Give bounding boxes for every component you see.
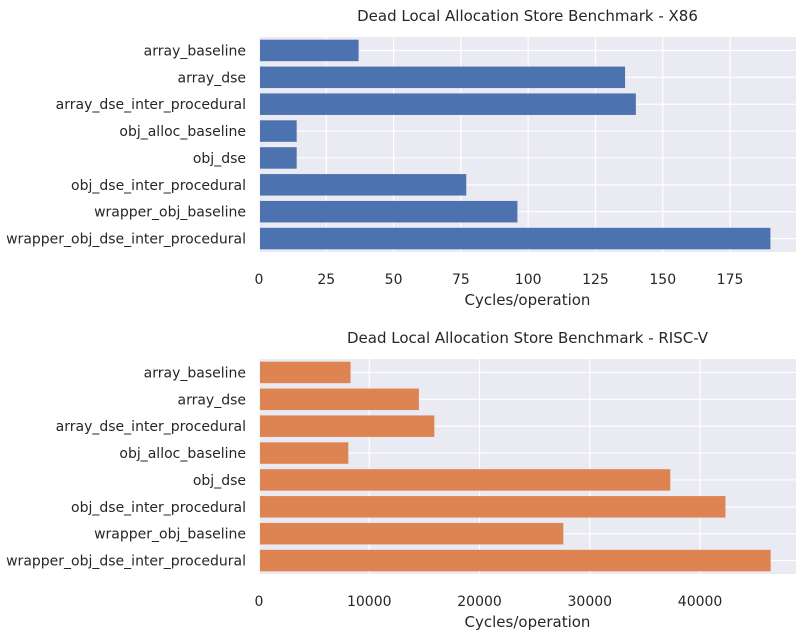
riscv-category-label: array_baseline	[144, 365, 246, 381]
x86-category-label: obj_alloc_baseline	[119, 124, 246, 140]
riscv-chart-panel: array_baseline array_dse array_dse_inter_p…	[6, 329, 796, 631]
x86-bars	[260, 39, 771, 250]
x86-bar-wrapper-obj-baseline	[260, 200, 518, 223]
x86-chart-title: Dead Local Allocation Store Benchmark - …	[357, 7, 698, 25]
riscv-bar-wrapper-obj-dse-inter-procedural	[260, 549, 771, 572]
riscv-y-tick-labels: array_baseline array_dse array_dse_inter_p…	[6, 365, 246, 569]
riscv-bars	[260, 361, 771, 572]
x86-bar-array-dse	[260, 66, 626, 89]
riscv-category-label: obj_dse	[193, 473, 246, 489]
x86-x-tick-label: 175	[717, 272, 744, 288]
x86-category-label: obj_dse_inter_procedural	[71, 178, 246, 194]
riscv-category-label: obj_alloc_baseline	[119, 446, 246, 462]
x86-x-tick-label: 150	[649, 272, 676, 288]
x86-bar-array-dse-inter-procedural	[260, 93, 636, 115]
riscv-bar-array-dse-inter-procedural	[260, 415, 435, 437]
x86-x-tick-label: 0	[255, 272, 264, 288]
riscv-bar-array-baseline	[260, 361, 351, 384]
riscv-category-label: array_dse	[177, 392, 246, 408]
riscv-bar-array-dse	[260, 388, 419, 411]
x86-bar-obj-alloc-baseline	[260, 120, 297, 142]
riscv-bar-obj-dse-inter-procedural	[260, 496, 726, 518]
x86-category-label: wrapper_obj_baseline	[94, 205, 246, 221]
x86-bar-array-baseline	[260, 39, 359, 62]
riscv-category-label: wrapper_obj_baseline	[94, 527, 246, 543]
x86-category-label: obj_dse	[193, 151, 246, 167]
riscv-x-tick-labels: 0 10000 20000 30000 40000	[255, 594, 723, 610]
x86-x-tick-label: 125	[582, 272, 609, 288]
x86-x-tick-label: 50	[385, 272, 403, 288]
x86-bar-obj-dse-inter-procedural	[260, 174, 467, 196]
x86-x-tick-labels: 0 25 50 75 100 125 150 175	[255, 272, 744, 288]
x86-x-tick-label: 100	[515, 272, 542, 288]
riscv-x-axis-label: Cycles/operation	[465, 613, 591, 631]
x86-y-tick-labels: array_baseline array_dse array_dse_inter_p…	[6, 43, 246, 247]
riscv-chart-title: Dead Local Allocation Store Benchmark - …	[347, 329, 709, 347]
x86-x-tick-label: 25	[317, 272, 335, 288]
riscv-x-tick-label: 30000	[568, 594, 613, 610]
x86-chart-panel: array_baseline array_dse array_dse_inter_p…	[6, 7, 796, 309]
riscv-category-label: array_dse_inter_procedural	[56, 419, 246, 435]
riscv-bar-wrapper-obj-baseline	[260, 522, 564, 545]
riscv-bar-obj-dse	[260, 469, 671, 491]
riscv-bar-obj-alloc-baseline	[260, 442, 349, 464]
x86-category-label: array_dse	[177, 70, 246, 86]
x86-bar-obj-dse	[260, 147, 297, 169]
riscv-x-tick-label: 40000	[678, 594, 723, 610]
riscv-x-tick-label: 20000	[457, 594, 502, 610]
x86-category-label: wrapper_obj_dse_inter_procedural	[6, 232, 246, 248]
x86-x-axis-label: Cycles/operation	[465, 291, 591, 309]
riscv-category-label: obj_dse_inter_procedural	[71, 500, 246, 516]
x86-category-label: array_dse_inter_procedural	[56, 97, 246, 113]
riscv-x-tick-label: 0	[255, 594, 264, 610]
riscv-category-label: wrapper_obj_dse_inter_procedural	[6, 554, 246, 570]
x86-category-label: array_baseline	[144, 43, 246, 59]
x86-x-tick-label: 75	[452, 272, 470, 288]
x86-bar-wrapper-obj-dse-inter-procedural	[260, 227, 771, 250]
riscv-x-tick-label: 10000	[347, 594, 392, 610]
